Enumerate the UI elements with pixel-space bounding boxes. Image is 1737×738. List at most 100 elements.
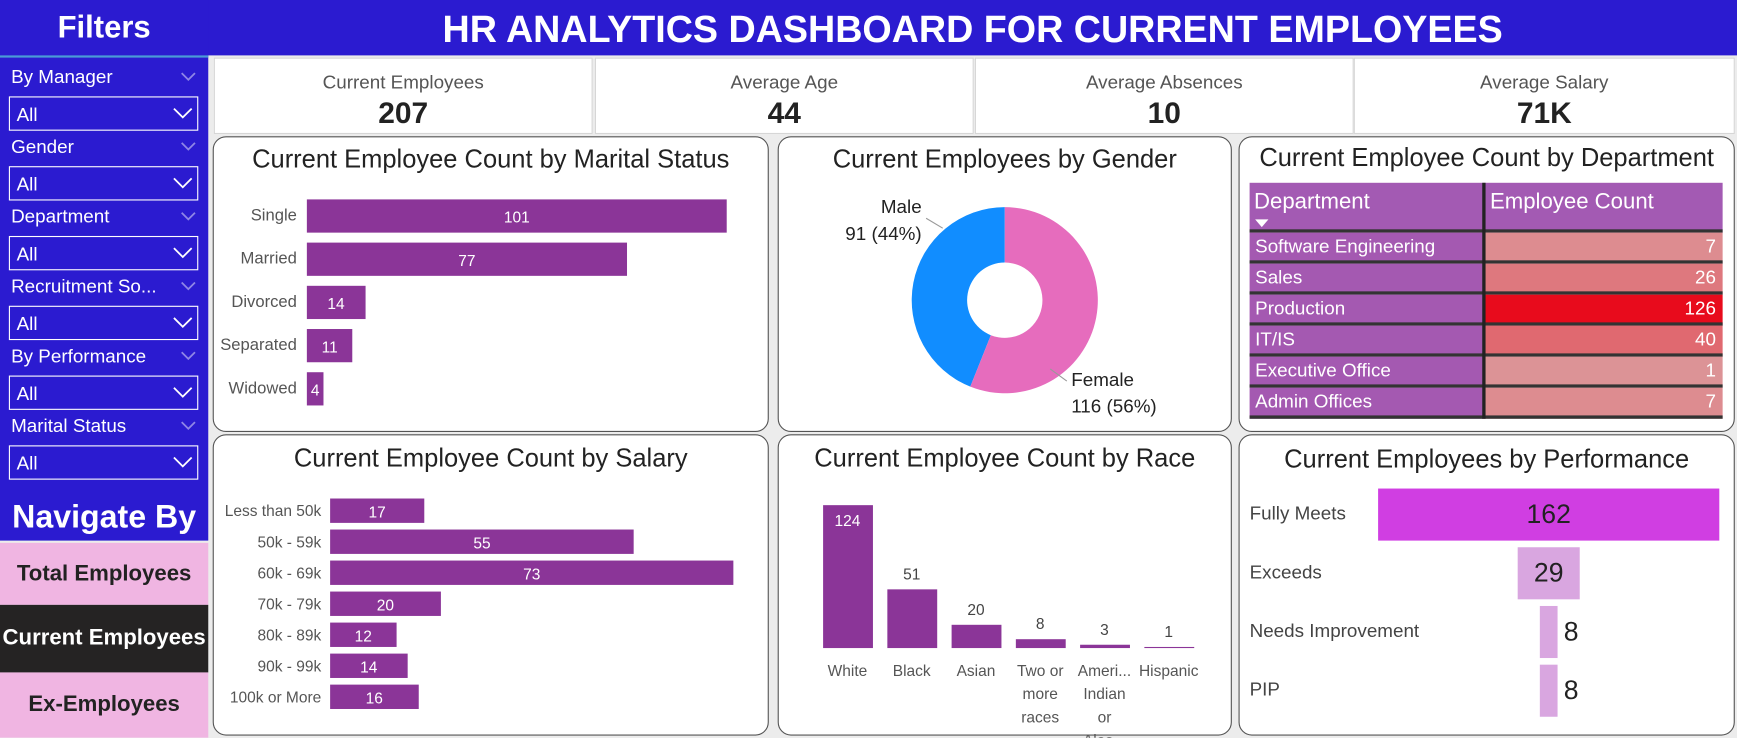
data-label: 16	[365, 689, 383, 707]
kpi-card: Average Age 44	[594, 57, 974, 135]
category-label: 50k - 59k	[257, 532, 322, 551]
navigate-title: Navigate By	[12, 499, 197, 536]
panel-title: Current Employee Count by Race	[814, 443, 1196, 472]
nav-button[interactable]: Ex-Employees	[0, 672, 209, 738]
category-label: 90k - 99k	[257, 656, 322, 675]
category-label: 100k or More	[229, 687, 322, 706]
chevron	[173, 177, 193, 189]
chevron-line	[181, 421, 196, 430]
data-label: 8	[1563, 675, 1579, 706]
filter-dropdown[interactable]: All	[8, 166, 199, 201]
bar	[1079, 644, 1130, 649]
chevron	[181, 212, 196, 221]
panel-title: Current Employees by Gender	[832, 144, 1177, 173]
filter-dropdown[interactable]: All	[8, 96, 199, 131]
data-label: 1	[1164, 622, 1174, 641]
funnel-bar	[1540, 664, 1558, 717]
filter-value: All	[16, 104, 38, 126]
column-divider	[1482, 182, 1486, 419]
category-label: Two or more races	[1016, 661, 1064, 726]
category-label: Exceeds	[1249, 561, 1322, 583]
category-label: Hispanic	[1138, 661, 1199, 680]
filter-dropdown[interactable]: All	[8, 235, 199, 271]
header-title: HR ANALYTICS DASHBOARD FOR CURRENT EMPLO…	[442, 8, 1503, 51]
filter-label: Marital Status	[11, 415, 127, 437]
data-label: 124	[834, 511, 861, 530]
bar: 12	[330, 622, 397, 647]
table-cell: 1	[1483, 356, 1723, 388]
category-label: Married	[240, 249, 297, 269]
leader-line	[1049, 368, 1068, 382]
bar	[1015, 638, 1066, 649]
kpi-card: Current Employees 207	[213, 57, 593, 135]
bar	[886, 589, 937, 649]
filter-label: Department	[11, 206, 110, 228]
panel	[1238, 434, 1735, 736]
bar: 101	[306, 199, 727, 233]
category-label: 60k - 69k	[257, 563, 322, 582]
slice-name: Male	[881, 196, 922, 217]
filter-dropdown[interactable]: All	[8, 445, 199, 480]
category-label: Needs Improvement	[1249, 620, 1420, 642]
data-label: 20	[376, 595, 394, 614]
data-label: 77	[458, 251, 476, 270]
category-label: PIP	[1249, 679, 1280, 701]
chevron	[173, 317, 193, 329]
funnel-bar	[1540, 605, 1558, 658]
table-cell: 126	[1483, 294, 1723, 326]
bar	[1143, 646, 1194, 649]
category-label: 70k - 79k	[257, 594, 322, 613]
chevron	[181, 72, 196, 82]
panel	[212, 136, 769, 433]
data-label: 101	[503, 208, 530, 226]
chevron	[181, 142, 196, 151]
table-cell: 40	[1483, 325, 1723, 357]
chevron	[173, 387, 193, 398]
data-label: 20	[967, 600, 985, 619]
chevron-line	[181, 142, 196, 151]
panel-title: Current Employee Count by Department	[1259, 142, 1714, 172]
kpi-value: 207	[378, 96, 429, 130]
table-cell: Software Engineering	[1249, 232, 1484, 264]
funnel-bar	[1518, 546, 1580, 599]
bar	[822, 505, 873, 649]
chevron	[181, 351, 196, 361]
bar: 77	[306, 242, 627, 276]
slice-value: 116 (56%)	[1071, 396, 1156, 417]
table-cell: 7	[1483, 232, 1723, 264]
data-label: 8	[1563, 617, 1579, 647]
kpi-value: 44	[767, 96, 801, 130]
table-cell: 26	[1483, 263, 1723, 295]
slice-name: Female	[1071, 369, 1134, 390]
chevron-line	[173, 456, 193, 468]
nav-button[interactable]: Total Employees	[0, 542, 209, 605]
chevron	[173, 247, 193, 259]
nav-button[interactable]: Current Employees	[0, 604, 209, 673]
chevron	[181, 421, 196, 430]
category-label: Widowed	[228, 378, 297, 398]
filter-dropdown[interactable]: All	[8, 375, 199, 410]
chevron	[181, 281, 196, 291]
bar: 16	[330, 684, 419, 709]
panel	[212, 434, 769, 736]
panel-title: Current Employees by Performance	[1284, 444, 1690, 474]
category-label: White	[827, 661, 868, 680]
data-label: 11	[321, 337, 338, 356]
kpi-card: Average Absences 10	[974, 57, 1354, 135]
category-label: Fully Meets	[1249, 502, 1346, 524]
panel	[777, 434, 1232, 736]
data-label: 29	[1533, 558, 1564, 589]
table-cell: 7	[1483, 387, 1723, 419]
funnel-bar	[1378, 487, 1720, 541]
kpi-label: Average Absences	[1085, 72, 1243, 94]
panel-title: Current Employee Count by Marital Status	[252, 144, 730, 173]
chevron-line	[181, 281, 196, 291]
filter-label: By Manager	[11, 66, 113, 88]
filter-value: All	[16, 243, 38, 265]
column-header: Department	[1254, 189, 1370, 214]
chevron	[173, 456, 193, 468]
filter-dropdown[interactable]: All	[8, 305, 199, 341]
column-header: Employee Count	[1489, 189, 1654, 214]
table-cell: Sales	[1249, 263, 1484, 295]
